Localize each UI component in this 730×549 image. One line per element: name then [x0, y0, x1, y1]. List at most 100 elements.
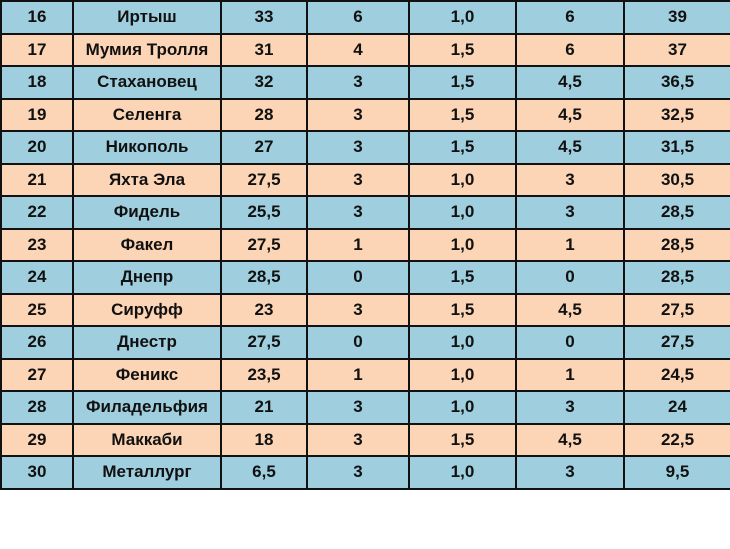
team-name-cell: Феникс [72, 357, 222, 392]
total-score-cell: 28,5 [623, 227, 730, 262]
wins-cell: 3 [306, 292, 410, 327]
wins-cell: 3 [306, 422, 410, 457]
team-name-cell: Фидель [72, 195, 222, 230]
table-row: 25 Сируфф 23 3 1,5 4,5 27,5 [0, 292, 730, 327]
team-name-cell: Мумия Тролля [72, 32, 222, 67]
rank-cell: 25 [0, 292, 74, 327]
table-row: 23 Факел 27,5 1 1,0 1 28,5 [0, 227, 730, 262]
points-cell: 27 [220, 130, 308, 165]
points-cell: 23,5 [220, 357, 308, 392]
rank-cell: 16 [0, 0, 74, 35]
total-score-cell: 22,5 [623, 422, 730, 457]
team-name-cell: Селенга [72, 97, 222, 132]
team-name-cell: Яхта Эла [72, 162, 222, 197]
wins-cell: 3 [306, 195, 410, 230]
table-row: 28 Филадельфия 21 3 1,0 3 24 [0, 390, 730, 425]
coefficient-cell: 1,5 [408, 65, 517, 100]
team-name-cell: Факел [72, 227, 222, 262]
bonus-cell: 3 [515, 195, 625, 230]
coefficient-cell: 1,0 [408, 390, 517, 425]
table-row: 26 Днестр 27,5 0 1,0 0 27,5 [0, 325, 730, 360]
team-name-cell: Сируфф [72, 292, 222, 327]
points-cell: 27,5 [220, 325, 308, 360]
bonus-cell: 6 [515, 32, 625, 67]
points-cell: 32 [220, 65, 308, 100]
coefficient-cell: 1,0 [408, 0, 517, 35]
table-row: 27 Феникс 23,5 1 1,0 1 24,5 [0, 357, 730, 392]
coefficient-cell: 1,0 [408, 455, 517, 490]
bonus-cell: 4,5 [515, 422, 625, 457]
coefficient-cell: 1,0 [408, 357, 517, 392]
wins-cell: 0 [306, 325, 410, 360]
points-cell: 21 [220, 390, 308, 425]
rank-cell: 24 [0, 260, 74, 295]
coefficient-cell: 1,5 [408, 292, 517, 327]
wins-cell: 1 [306, 227, 410, 262]
table-row: 20 Никополь 27 3 1,5 4,5 31,5 [0, 130, 730, 165]
points-cell: 28,5 [220, 260, 308, 295]
points-cell: 33 [220, 0, 308, 35]
coefficient-cell: 1,5 [408, 97, 517, 132]
team-name-cell: Стахановец [72, 65, 222, 100]
standings-body: 16 Иртыш 33 6 1,0 6 39 17 Мумия Тролля 31 4 1,5 6 37 1… [0, 0, 730, 490]
points-cell: 27,5 [220, 227, 308, 262]
bonus-cell: 4,5 [515, 292, 625, 327]
team-name-cell: Маккаби [72, 422, 222, 457]
rank-cell: 28 [0, 390, 74, 425]
wins-cell: 1 [306, 357, 410, 392]
wins-cell: 3 [306, 162, 410, 197]
points-cell: 27,5 [220, 162, 308, 197]
rank-cell: 27 [0, 357, 74, 392]
wins-cell: 3 [306, 65, 410, 100]
rank-cell: 20 [0, 130, 74, 165]
total-score-cell: 24 [623, 390, 730, 425]
coefficient-cell: 1,5 [408, 130, 517, 165]
rank-cell: 19 [0, 97, 74, 132]
total-score-cell: 37 [623, 32, 730, 67]
bonus-cell: 1 [515, 357, 625, 392]
table-row: 30 Металлург 6,5 3 1,0 3 9,5 [0, 455, 730, 490]
total-score-cell: 39 [623, 0, 730, 35]
coefficient-cell: 1,0 [408, 195, 517, 230]
points-cell: 25,5 [220, 195, 308, 230]
wins-cell: 4 [306, 32, 410, 67]
bonus-cell: 4,5 [515, 97, 625, 132]
rank-cell: 18 [0, 65, 74, 100]
wins-cell: 6 [306, 0, 410, 35]
total-score-cell: 9,5 [623, 455, 730, 490]
team-name-cell: Никополь [72, 130, 222, 165]
team-name-cell: Днестр [72, 325, 222, 360]
table-row: 17 Мумия Тролля 31 4 1,5 6 37 [0, 32, 730, 67]
team-name-cell: Филадельфия [72, 390, 222, 425]
coefficient-cell: 1,0 [408, 162, 517, 197]
total-score-cell: 31,5 [623, 130, 730, 165]
total-score-cell: 27,5 [623, 292, 730, 327]
table-row: 29 Маккаби 18 3 1,5 4,5 22,5 [0, 422, 730, 457]
points-cell: 28 [220, 97, 308, 132]
rank-cell: 26 [0, 325, 74, 360]
bonus-cell: 4,5 [515, 65, 625, 100]
table-row: 24 Днепр 28,5 0 1,5 0 28,5 [0, 260, 730, 295]
coefficient-cell: 1,0 [408, 325, 517, 360]
team-name-cell: Металлург [72, 455, 222, 490]
points-cell: 23 [220, 292, 308, 327]
coefficient-cell: 1,5 [408, 32, 517, 67]
rank-cell: 29 [0, 422, 74, 457]
table-row: 18 Стахановец 32 3 1,5 4,5 36,5 [0, 65, 730, 100]
coefficient-cell: 1,5 [408, 422, 517, 457]
points-cell: 31 [220, 32, 308, 67]
table-row: 16 Иртыш 33 6 1,0 6 39 [0, 0, 730, 35]
wins-cell: 3 [306, 390, 410, 425]
bonus-cell: 0 [515, 260, 625, 295]
total-score-cell: 27,5 [623, 325, 730, 360]
wins-cell: 3 [306, 130, 410, 165]
bonus-cell: 3 [515, 390, 625, 425]
table-row: 19 Селенга 28 3 1,5 4,5 32,5 [0, 97, 730, 132]
rank-cell: 23 [0, 227, 74, 262]
table-row: 22 Фидель 25,5 3 1,0 3 28,5 [0, 195, 730, 230]
total-score-cell: 30,5 [623, 162, 730, 197]
total-score-cell: 36,5 [623, 65, 730, 100]
rank-cell: 22 [0, 195, 74, 230]
bonus-cell: 4,5 [515, 130, 625, 165]
coefficient-cell: 1,5 [408, 260, 517, 295]
